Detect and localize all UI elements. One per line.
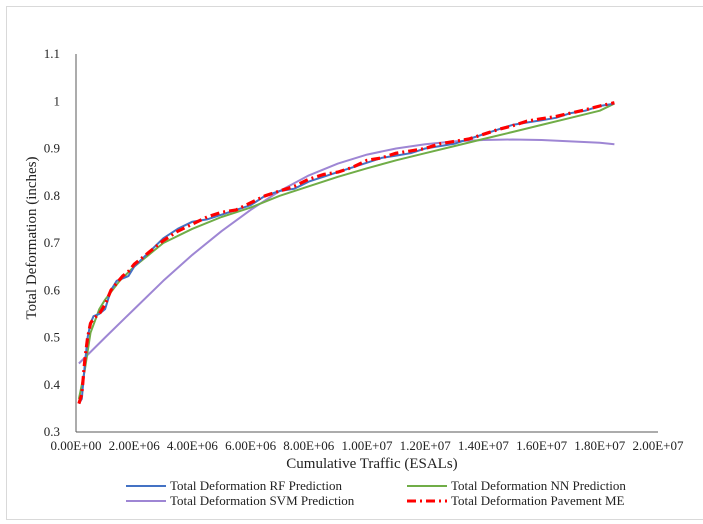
x-tick-label: 8.00E+06: [283, 438, 335, 453]
series-layer: [77, 101, 615, 405]
x-tick-label: 4.00E+06: [167, 438, 219, 453]
chart-legend: Total Deformation RF Prediction Total Def…: [126, 478, 626, 508]
y-tick-label: 1: [54, 93, 61, 108]
y-tick-label: 0.6: [44, 282, 61, 297]
x-tick-label: 6.00E+06: [225, 438, 277, 453]
x-tick-label: 2.00E+06: [109, 438, 161, 453]
chart-frame: [6, 6, 703, 520]
tick-labels: 0.3 0.4 0.5 0.6 0.7 0.8 0.9 1 1.1 0.00E+00 2.00E+0…: [44, 46, 684, 453]
chart-axes: [75, 54, 658, 433]
y-tick-label: 1.1: [44, 46, 60, 61]
series-line-1: [78, 102, 615, 405]
y-tick-label: 0.8: [44, 188, 60, 203]
y-tick-label: 0.9: [44, 141, 60, 156]
y-tick-label: 0.4: [44, 377, 61, 392]
series-line-4: [77, 101, 615, 405]
x-tick-label: 1.20E+07: [400, 438, 452, 453]
legend-label: Total Deformation RF Prediction: [170, 478, 343, 493]
y-tick-label: 0.5: [44, 330, 60, 345]
x-axis-title: Cumulative Traffic (ESALs): [286, 456, 457, 472]
y-tick-label: 0.3: [44, 424, 60, 439]
legend-label: Total Deformation NN Prediction: [451, 478, 626, 493]
series-line-3: [78, 138, 615, 365]
x-tick-label: 1.40E+07: [458, 438, 510, 453]
legend-label: Total Deformation SVM Prediction: [170, 493, 355, 508]
x-tick-label: 1.00E+07: [341, 438, 393, 453]
x-tick-label: 1.80E+07: [574, 438, 626, 453]
x-tick-label: 2.00E+07: [632, 438, 684, 453]
x-tick-label: 0.00E+00: [50, 438, 101, 453]
series-line-2: [77, 102, 615, 400]
y-tick-label: 0.7: [44, 235, 61, 250]
y-axis-title: Total Deformation (inches): [24, 156, 40, 319]
legend-label: Total Deformation Pavement ME: [451, 493, 625, 508]
x-tick-label: 1.60E+07: [516, 438, 568, 453]
